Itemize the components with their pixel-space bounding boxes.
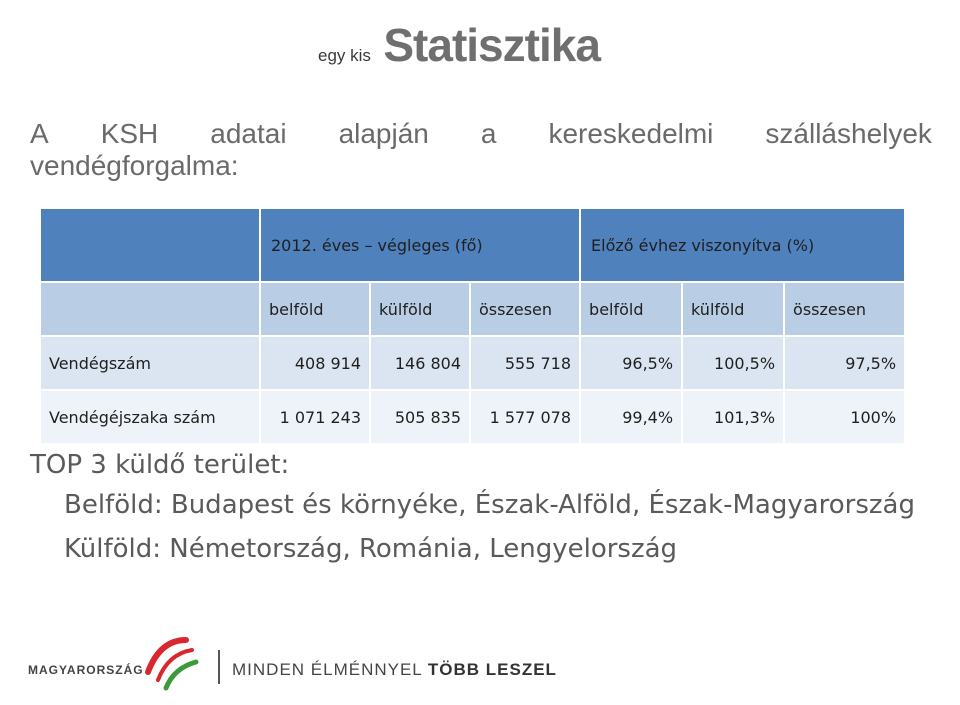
table-cell: 101,3% bbox=[681, 389, 786, 445]
top3-domestic: Belföld: Budapest és környéke, Észak-Alf… bbox=[64, 490, 915, 520]
top3-section: TOP 3 küldő terület: Belföld: Budapest é… bbox=[30, 448, 930, 566]
table-cell: 100% bbox=[783, 389, 907, 445]
header-group-previous-year: Előző évhez viszonyítva (%) bbox=[579, 207, 907, 283]
table-row: Vendégszám 408 914 146 804 555 718 96,5%… bbox=[39, 335, 907, 391]
subheader-cell: összesen bbox=[468, 281, 582, 337]
logo-text: MAGYARORSZÁG bbox=[28, 663, 144, 677]
intro-line-2: vendégforgalma: bbox=[30, 150, 239, 181]
table-cell: 100,5% bbox=[681, 335, 786, 391]
slogan-part-1: MINDEN ÉLMÉNNYEL bbox=[232, 660, 423, 679]
table-row: Vendégéjszaka szám 1 071 243 505 835 1 5… bbox=[39, 389, 907, 445]
slogan: MINDEN ÉLMÉNNYEL TÖBB LESZEL bbox=[232, 660, 557, 680]
top3-heading: TOP 3 küldő terület: bbox=[30, 450, 290, 480]
subheader-cell: belföld bbox=[579, 281, 684, 337]
footer-branding: MAGYARORSZÁG MINDEN ÉLMÉNNYEL TÖBB LESZE… bbox=[28, 632, 556, 692]
top3-foreign: Külföld: Németország, Románia, Lengyelor… bbox=[64, 534, 678, 564]
intro-text: A KSH adatai alapján a kereskedelmi szál… bbox=[30, 118, 932, 182]
intro-word: kereskedelmi bbox=[548, 118, 714, 149]
intro-word: szálláshelyek bbox=[765, 118, 932, 149]
row-label: Vendégéjszaka szám bbox=[39, 389, 261, 445]
table-cell: 555 718 bbox=[468, 335, 582, 391]
table-cell: 97,5% bbox=[783, 335, 907, 391]
subheader-cell: külföld bbox=[681, 281, 786, 337]
intro-word: A bbox=[30, 118, 49, 149]
header-group-2012: 2012. éves – végleges (fő) bbox=[258, 207, 582, 283]
intro-word: KSH bbox=[100, 118, 159, 149]
intro-word: alapján bbox=[338, 118, 429, 149]
slide-title: egy kis Statisztika bbox=[318, 18, 601, 72]
table-cell: 1 577 078 bbox=[468, 389, 582, 445]
table-header-row: 2012. éves – végleges (fő) Előző évhez v… bbox=[39, 207, 907, 283]
intro-word: adatai bbox=[210, 118, 287, 149]
subheader-cell: belföld bbox=[259, 281, 371, 337]
title-main: Statisztika bbox=[383, 19, 601, 71]
hungary-logo-icon bbox=[145, 637, 199, 691]
table-cell: 408 914 bbox=[259, 335, 371, 391]
statistics-table: 2012. éves – végleges (fő) Előző évhez v… bbox=[39, 207, 907, 445]
row-label: Vendégszám bbox=[39, 335, 261, 391]
table-cell: 99,4% bbox=[579, 389, 684, 445]
table-corner-cell bbox=[39, 207, 261, 283]
slogan-part-2: TÖBB LESZEL bbox=[427, 660, 557, 679]
subheader-cell: összesen bbox=[783, 281, 907, 337]
table-cell: 96,5% bbox=[579, 335, 684, 391]
intro-word: a bbox=[480, 118, 497, 149]
footer-divider bbox=[218, 650, 220, 684]
table-cell: 1 071 243 bbox=[259, 389, 371, 445]
table-cell: 505 835 bbox=[369, 389, 471, 445]
table-cell: 146 804 bbox=[369, 335, 471, 391]
intro-line-1: A KSH adatai alapján a kereskedelmi szál… bbox=[30, 118, 932, 150]
subheader-empty-cell bbox=[39, 281, 261, 337]
subheader-cell: külföld bbox=[369, 281, 471, 337]
table-subheader-row: belföld külföld összesen belföld külföld… bbox=[39, 281, 907, 337]
title-prefix: egy kis bbox=[318, 46, 371, 65]
